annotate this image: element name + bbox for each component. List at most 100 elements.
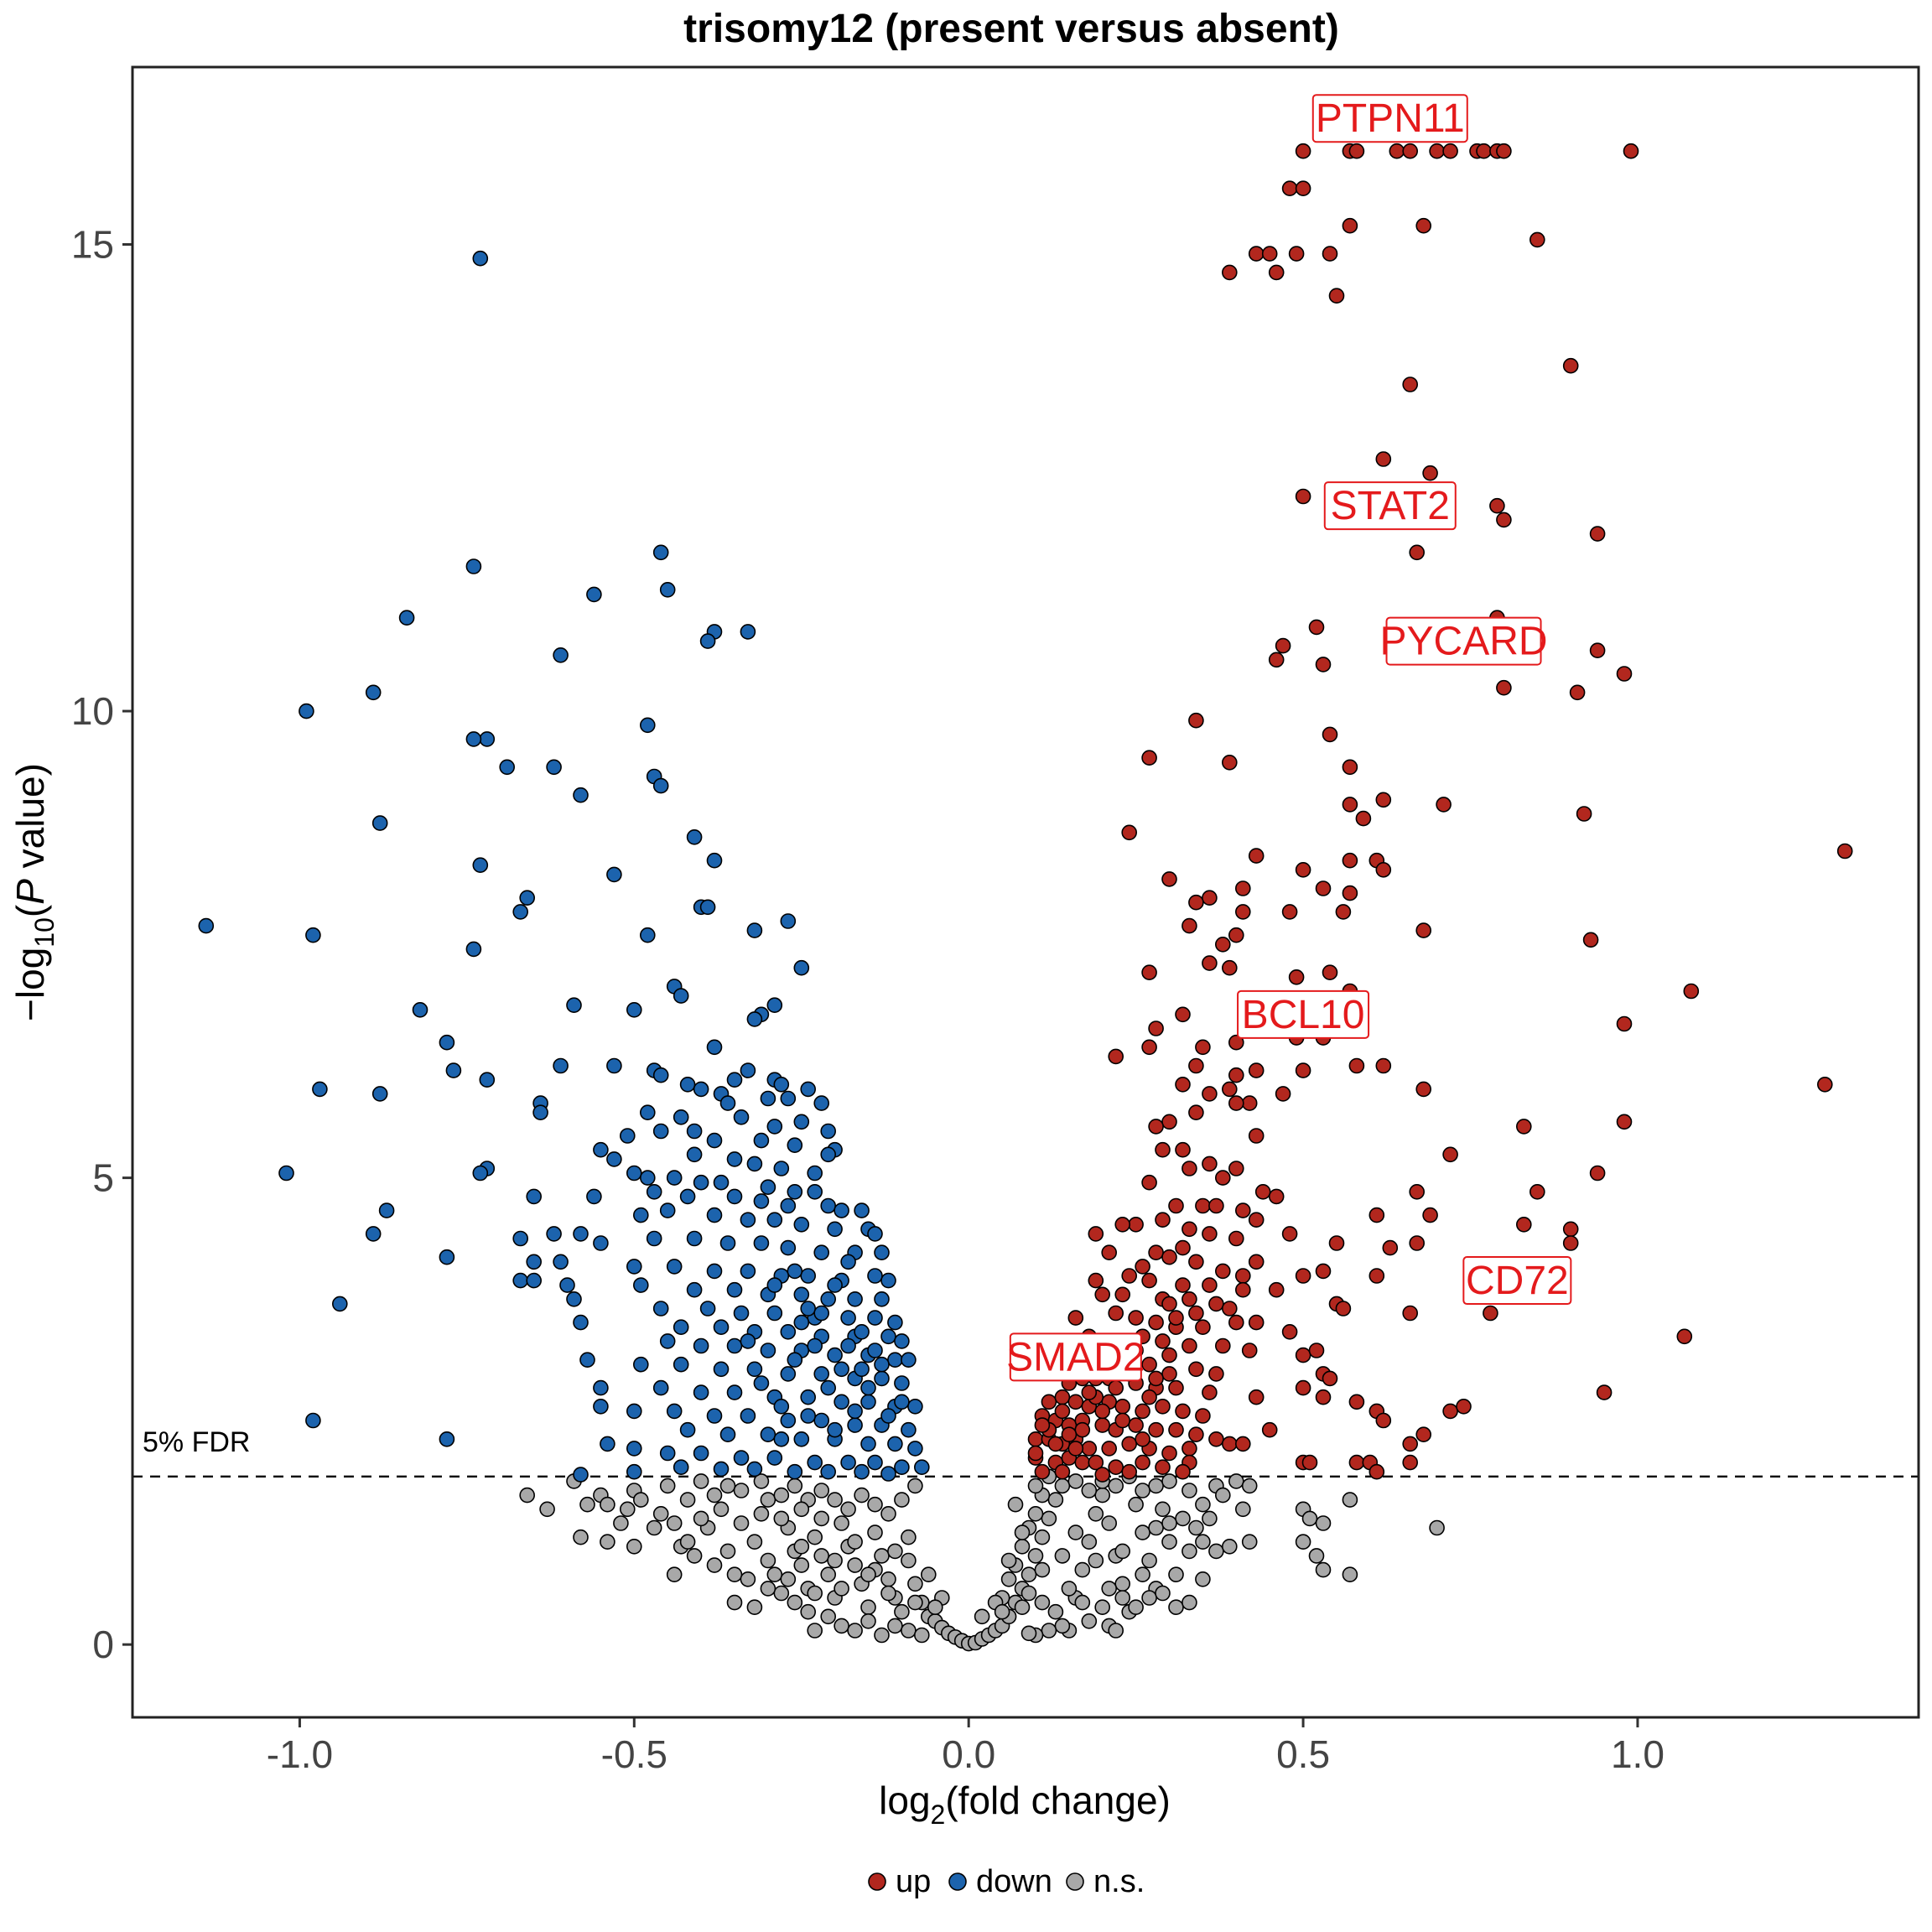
plot-panel-border [131,65,1920,1719]
data-point-down [573,1467,589,1483]
data-point-up [1222,754,1238,771]
data-point-down [652,1067,669,1083]
data-point-down [813,1095,830,1111]
data-point-ns [880,1585,896,1602]
data-point-ns [1148,1519,1164,1536]
data-point-ns [827,1552,843,1569]
data-point-up [1054,1403,1071,1420]
data-point-ns [854,1487,870,1504]
data-point-down [854,1463,870,1480]
data-point-down [753,1375,770,1391]
data-point-up [1088,1226,1104,1242]
data-point-up [1027,1445,1044,1462]
data-point-ns [1081,1613,1098,1629]
data-point-ns [1034,1561,1051,1578]
data-point-down [626,1165,642,1182]
data-point-ns [813,1548,830,1564]
data-point-up [1215,1170,1231,1186]
data-point-down [733,1450,750,1466]
data-point-up [1108,1048,1124,1065]
data-point-down [874,1356,890,1373]
data-point-down [526,1272,543,1289]
gene-label-box [1237,989,1370,1039]
data-point-down [834,1361,849,1378]
data-point-up [1582,932,1599,948]
data-point-ns [901,1552,917,1569]
data-point-down [472,1165,489,1182]
data-point-down [699,633,716,649]
data-point-up [1268,1281,1285,1298]
data-point-down [666,1403,683,1420]
data-point-down [465,558,482,574]
data-point-up [1161,1366,1177,1382]
data-point-down [800,1301,817,1317]
data-point-down [632,1207,649,1223]
data-point-down [894,1333,910,1349]
data-point-down [573,787,589,803]
data-point-down [371,1086,388,1102]
data-point-ns [693,1473,709,1489]
data-point-down [546,759,562,776]
data-point-ns [619,1501,636,1518]
data-point-ns [766,1566,783,1582]
data-point-ns [1021,1585,1037,1602]
data-point-down [412,1002,428,1018]
data-point-down [566,1291,582,1307]
data-point-down [573,1314,589,1331]
data-point-down [686,1146,703,1163]
data-point-ns [679,1492,696,1508]
data-point-up [1315,880,1332,896]
data-point-up [1235,1436,1251,1452]
data-point-up [1248,1128,1265,1144]
data-point-ns [693,1510,709,1527]
data-point-ns [1114,1576,1130,1592]
data-point-up [1161,871,1177,887]
data-point-down [719,1095,736,1111]
data-point-down [787,1263,803,1280]
data-point-up [1128,1310,1144,1326]
data-point-down [901,1352,917,1368]
data-point-ns [813,1510,830,1527]
data-point-up [1235,1281,1251,1298]
series-ns [519,1468,1445,1652]
data-point-up [1248,1314,1265,1331]
data-point-ns [880,1571,896,1587]
data-point-ns [1202,1510,1218,1527]
data-point-down [619,1128,636,1144]
data-point-up [1589,1165,1606,1182]
data-point-ns [1168,1566,1184,1582]
data-point-down [706,1132,723,1149]
data-point-ns [1000,1571,1017,1587]
data-point-ns [1054,1548,1071,1564]
data-point-up [1335,1301,1352,1317]
data-point-up [1101,1244,1117,1260]
data-point-ns [813,1483,830,1498]
data-point-up [1248,848,1265,864]
x-axis-title: log2(fold change) [879,1779,1171,1830]
data-point-down [365,1226,382,1242]
data-point-ns [1041,1510,1057,1527]
data-point-up [1074,1421,1091,1438]
data-point-up [1168,1421,1184,1438]
data-point-down [371,815,388,831]
data-point-up [1254,1184,1271,1200]
data-point-ns [666,1515,683,1531]
data-point-ns [807,1529,823,1545]
data-point-down [586,586,602,603]
data-point-ns [1041,1623,1057,1639]
data-point-up [1241,1095,1258,1111]
data-point-up [1402,377,1418,392]
data-point-up [1182,1161,1197,1176]
data-point-down [573,1226,589,1242]
data-point-up [1141,1039,1157,1056]
data-point-ns [1135,1483,1150,1498]
data-point-ns [1094,1487,1110,1504]
data-point-ns [659,1478,676,1494]
data-point-up [1322,1370,1338,1387]
data-point-up [1182,1291,1197,1307]
data-point-up [1148,1421,1164,1438]
x-axis-title-suffix: (fold change) [945,1779,1171,1822]
data-point-down [753,1193,770,1209]
data-point-up [1108,1459,1124,1475]
data-point-ns [1014,1599,1031,1615]
